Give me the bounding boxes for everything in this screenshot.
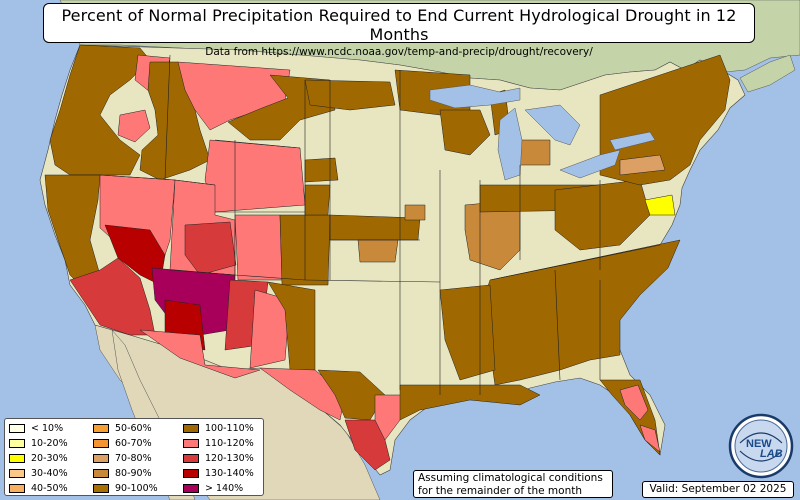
legend-label: 60-70% bbox=[115, 437, 152, 449]
legend-label: 30-40% bbox=[31, 467, 68, 479]
state-borders bbox=[70, 54, 661, 395]
legend-label: 50-60% bbox=[115, 422, 152, 434]
legend: < 10% 10-20% 20-30% 30-40% 40-50% 50-60% 60-70… bbox=[4, 418, 264, 496]
legend-label: < 10% bbox=[31, 422, 64, 434]
legend-item: 80-90% bbox=[93, 467, 152, 479]
legend-label: 80-90% bbox=[115, 467, 152, 479]
legend-label: 130-140% bbox=[205, 467, 254, 479]
legend-item: < 10% bbox=[9, 422, 63, 434]
legend-item: 10-20% bbox=[9, 437, 68, 449]
legend-swatch bbox=[9, 483, 25, 493]
legend-label: > 140% bbox=[205, 482, 244, 494]
legend-swatch bbox=[93, 483, 109, 493]
map-subtitle: Data from https://www.ncdc.noaa.gov/temp… bbox=[205, 46, 593, 58]
legend-item: 100-110% bbox=[183, 422, 254, 434]
legend-swatch bbox=[9, 453, 25, 463]
legend-swatch bbox=[183, 453, 199, 463]
legend-label: 100-110% bbox=[205, 422, 254, 434]
nova-scotia bbox=[739, 54, 796, 93]
legend-item: 20-30% bbox=[9, 452, 68, 464]
title-box: Percent of Normal Precipitation Required… bbox=[43, 3, 755, 58]
legend-swatch bbox=[183, 468, 199, 478]
legend-item: 110-120% bbox=[183, 437, 254, 449]
legend-swatch bbox=[9, 468, 25, 478]
legend-label: 70-80% bbox=[115, 452, 152, 464]
legend-label: 40-50% bbox=[31, 482, 68, 494]
assumption-line-2: for the remainder of the month bbox=[418, 484, 583, 497]
legend-item: 60-70% bbox=[93, 437, 152, 449]
legend-swatch bbox=[183, 438, 199, 448]
legend-item: 40-50% bbox=[9, 482, 68, 494]
newlab-logo: NEW LAB bbox=[728, 413, 794, 479]
legend-label: 120-130% bbox=[205, 452, 254, 464]
legend-label: 90-100% bbox=[115, 482, 158, 494]
legend-swatch bbox=[93, 438, 109, 448]
valid-date: Valid: September 02 2025 bbox=[642, 481, 794, 498]
legend-swatch bbox=[93, 423, 109, 433]
legend-item: 70-80% bbox=[93, 452, 152, 464]
logo-text-2: LAB bbox=[760, 448, 783, 460]
assumption-note: Assuming climatological conditions for t… bbox=[413, 470, 613, 498]
legend-label: 10-20% bbox=[31, 437, 68, 449]
legend-label: 20-30% bbox=[31, 452, 68, 464]
legend-swatch bbox=[183, 423, 199, 433]
map-title: Percent of Normal Precipitation Required… bbox=[61, 6, 737, 44]
great-lakes bbox=[429, 84, 656, 181]
legend-swatch bbox=[9, 438, 25, 448]
drought-areas bbox=[44, 44, 731, 471]
legend-item: 130-140% bbox=[183, 467, 254, 479]
legend-swatch bbox=[9, 423, 25, 433]
legend-item: 90-100% bbox=[93, 482, 158, 494]
legend-swatch bbox=[183, 483, 199, 493]
logo-text-1: NEW bbox=[746, 438, 772, 450]
legend-item: > 140% bbox=[183, 482, 243, 494]
legend-item: 30-40% bbox=[9, 467, 68, 479]
legend-item: 120-130% bbox=[183, 452, 254, 464]
legend-label: 110-120% bbox=[205, 437, 254, 449]
legend-swatch bbox=[93, 468, 109, 478]
assumption-line-1: Assuming climatological conditions bbox=[418, 472, 603, 484]
legend-item: 50-60% bbox=[93, 422, 152, 434]
legend-swatch bbox=[93, 453, 109, 463]
